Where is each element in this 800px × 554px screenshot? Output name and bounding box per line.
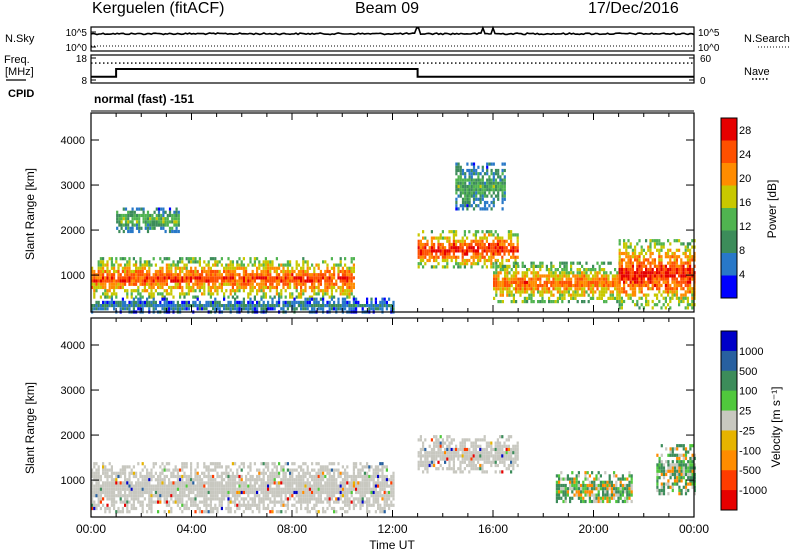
cpid-label: CPID: [8, 88, 35, 100]
velocity-ylabel: Slant Range [km]: [23, 381, 37, 475]
line-layer: [6, 25, 790, 81]
station-title: Kerguelen (fitACF): [92, 0, 225, 17]
power-colorbar-frame: [720, 117, 738, 299]
velocity-colorbar-segment: [721, 370, 737, 392]
noise-ytick-right: 10^0: [698, 43, 720, 54]
velocity-colorbar-segment: [721, 490, 737, 511]
time-xtick-label: 12:00: [377, 522, 407, 536]
power-colorbar-segment: [721, 140, 737, 164]
freq-panel-frame: [90, 54, 695, 84]
power-scatter-region: [116, 207, 180, 234]
mhz-label: [MHz]: [5, 66, 34, 78]
power-colorbar-tick: 12: [739, 221, 751, 233]
mode-label: normal (fast) -151: [94, 92, 195, 106]
power-colorbar-segment: [721, 275, 737, 299]
velocity-colorbar-segment: [721, 430, 737, 451]
freq-series-line: [91, 68, 694, 78]
power-scatter-region: [91, 257, 355, 299]
velocity-colorbar-segment: [721, 410, 737, 431]
power-colorbar-segment: [721, 253, 737, 276]
noise-ytick-left: 10^5: [66, 28, 88, 39]
power-ytick-label: 4000: [61, 135, 85, 147]
time-xtick-label: 00:00: [679, 522, 709, 536]
velocity-ytick-label: 2000: [61, 430, 85, 442]
noise-panel-frame: [90, 26, 695, 52]
heatmap-layer: [91, 162, 696, 514]
nave-label: Nave: [744, 66, 770, 78]
time-xtick-label: 16:00: [478, 522, 508, 536]
power-colorbar-segment: [721, 208, 737, 231]
velocity-colorbar-segment: [721, 350, 737, 372]
power-colorbar-segment: [721, 118, 737, 141]
noise-ytick-right: 10^5: [698, 28, 720, 39]
velocity-colorbar-frame: [720, 330, 738, 511]
power-ylabel: Slant Range [km]: [23, 167, 37, 261]
velocity-colorbar-label: Velocity [m s⁻¹]: [769, 386, 783, 468]
velocity-colorbar-tick: 500: [739, 366, 757, 378]
time-axis-label: Time UT: [369, 538, 415, 552]
power-scatter-region: [91, 297, 395, 314]
power-colorbar-segment: [721, 163, 737, 186]
velocity-colorbar-tick: -1000: [739, 485, 767, 497]
power-scatter-region: [455, 162, 506, 211]
tick-label-layer: 10^510^010^510^0188600100020003000400010…: [61, 28, 768, 536]
power-colorbar-tick: 24: [739, 149, 751, 161]
power-colorbar-tick: 20: [739, 173, 751, 185]
time-xtick-label: 08:00: [277, 522, 307, 536]
nave-ytick-right: 0: [700, 76, 706, 87]
velocity-ytick-label: 4000: [61, 340, 85, 352]
velocity-ytick-label: 3000: [61, 385, 85, 397]
power-ytick-label: 3000: [61, 180, 85, 192]
frames-layer: [90, 26, 695, 518]
power-colorbar-tick: 8: [739, 245, 745, 257]
velocity-scatter-region: [555, 471, 633, 504]
power-colorbar-tick: 16: [739, 197, 751, 209]
velocity-colorbar-tick: -500: [739, 465, 761, 477]
power-colorbar-tick: 4: [739, 269, 745, 281]
velocity-scatter-region: [91, 462, 395, 514]
noise-series-line: [90, 25, 695, 36]
time-xtick-label: 20:00: [578, 522, 608, 536]
nave-ytick-right: 60: [700, 54, 712, 65]
velocity-colorbar-segment: [721, 390, 737, 412]
freq-label: Freq.: [4, 54, 30, 66]
power-scatter-region: [493, 261, 621, 304]
colorbar-layer: [720, 117, 738, 511]
velocity-colorbar-tick: -25: [739, 425, 755, 437]
velocity-colorbar-tick: 25: [739, 406, 751, 418]
velocity-colorbar-segment: [721, 470, 737, 491]
date-title: 17/Dec/2016: [588, 0, 679, 17]
nsearch-label: N.Search: [744, 33, 790, 45]
time-xtick-label: 00:00: [76, 522, 106, 536]
velocity-colorbar-segment: [721, 331, 737, 352]
noise-ytick-left: 10^0: [66, 43, 88, 54]
nsky-label: N.Sky: [5, 33, 35, 45]
velocity-scatter-region: [656, 444, 696, 496]
power-colorbar-tick: 28: [739, 125, 751, 137]
velocity-colorbar-tick: 1000: [739, 346, 763, 358]
velocity-colorbar-tick: -100: [739, 445, 761, 457]
beam-title: Beam 09: [355, 0, 420, 17]
freq-ytick-left: 18: [76, 54, 88, 65]
velocity-colorbar-segment: [721, 450, 737, 471]
power-scatter-region: [417, 230, 519, 269]
velocity-scatter-region: [417, 435, 519, 474]
velocity-colorbar-tick: 100: [739, 386, 757, 398]
power-colorbar-segment: [721, 185, 737, 209]
power-colorbar-segment: [721, 230, 737, 254]
power-scatter-region: [618, 239, 696, 310]
power-ytick-label: 1000: [61, 270, 85, 282]
power-colorbar-label: Power [dB]: [765, 179, 779, 239]
freq-ytick-left: 8: [81, 76, 87, 87]
velocity-ytick-label: 1000: [61, 475, 85, 487]
power-ytick-label: 2000: [61, 225, 85, 237]
time-xtick-label: 04:00: [176, 522, 206, 536]
